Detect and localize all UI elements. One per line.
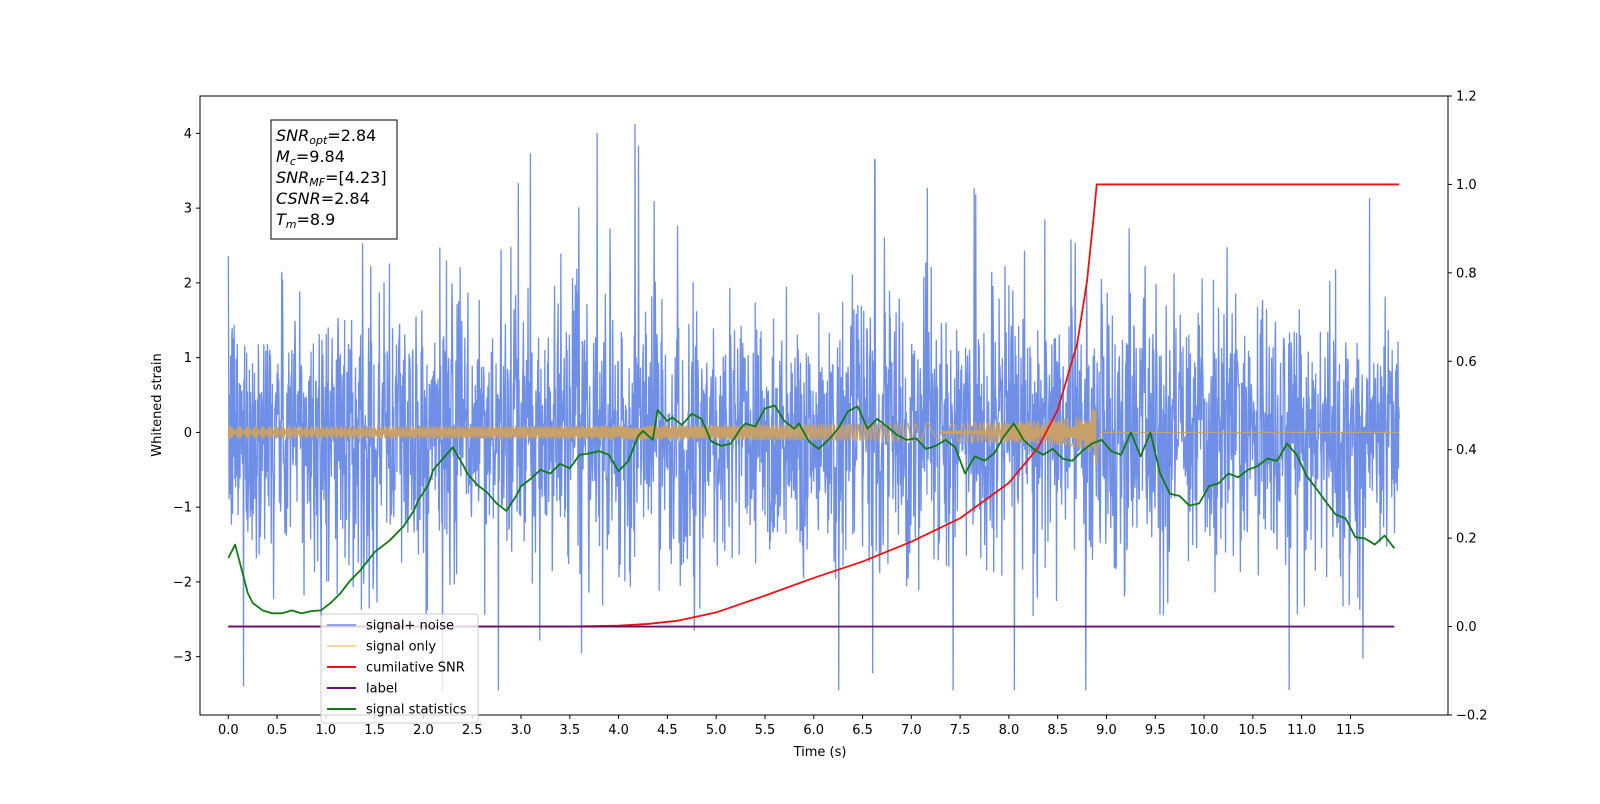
- y-left-tick-label: −3: [173, 650, 192, 665]
- y-left-tick-label: 0: [184, 426, 192, 441]
- y-left-tick-label: −1: [173, 501, 192, 516]
- annotation-line: CSNR=2.84: [276, 189, 370, 208]
- y-right-tick-label: 0.6: [1456, 355, 1477, 370]
- x-axis-label: Time (s): [793, 745, 847, 760]
- y-axis-right: −0.2 0.0 0.2 0.4 0.6 0.8 1.0 1.2: [1448, 90, 1488, 724]
- x-tick-label: 3.5: [559, 723, 580, 738]
- series-cumilative-snr: [228, 183, 1400, 628]
- x-tick-label: 4.0: [608, 723, 629, 738]
- x-tick-label: 4.5: [657, 723, 678, 738]
- legend-label: label: [366, 682, 397, 697]
- plot-frame: [199, 95, 1449, 716]
- y-left-tick-label: 1: [184, 351, 192, 366]
- x-axis: 0.0 0.5 1.0 1.5 2.0 2.5 3.0 3.5 4.0 4.5 5.0 5.5 6.0 6…: [218, 715, 1365, 738]
- x-tick-label: 6.5: [852, 723, 873, 738]
- x-tick-label: 1.5: [364, 723, 385, 738]
- x-tick-label: 2.5: [462, 723, 483, 738]
- legend-label: signal only: [366, 640, 436, 655]
- y-axis-left: −3 −2 −1 0 1 2 3 4: [173, 127, 200, 665]
- legend: signal+ noise signal only cumilative SNR la…: [320, 613, 479, 724]
- x-tick-label: 3.0: [511, 723, 532, 738]
- x-tick-label: 2.0: [413, 723, 434, 738]
- annotation-line: SNRopt=2.84: [276, 126, 376, 147]
- legend-label: cumilative SNR: [366, 661, 465, 676]
- y-right-tick-label: 0.8: [1456, 266, 1477, 281]
- annotation-line: Mc=9.84: [276, 147, 345, 168]
- y-left-tick-label: 3: [184, 202, 192, 217]
- legend-label: signal statistics: [366, 703, 467, 718]
- x-tick-label: 10.0: [1190, 723, 1219, 738]
- x-tick-label: 5.0: [706, 723, 727, 738]
- y-right-tick-label: −0.2: [1456, 709, 1488, 724]
- y-left-tick-label: 2: [184, 276, 192, 291]
- annotation-line: SNRMF=[4.23]: [276, 168, 387, 189]
- y-right-tick-label: 0.4: [1456, 443, 1477, 458]
- legend-label: signal+ noise: [366, 619, 454, 634]
- y-right-tick-label: 0.0: [1456, 620, 1477, 635]
- series-signal-noise: [227, 123, 1400, 691]
- series-layer: [227, 123, 1400, 691]
- x-tick-label: 7.0: [901, 723, 922, 738]
- x-tick-label: 8.0: [999, 723, 1020, 738]
- y-axis-label: Whitened strain: [150, 353, 165, 456]
- x-tick-label: 11.5: [1336, 723, 1365, 738]
- x-tick-label: 6.0: [803, 723, 824, 738]
- y-left-tick-label: −2: [173, 575, 192, 590]
- y-left-tick-label: 4: [184, 127, 192, 142]
- x-tick-label: 8.5: [1047, 723, 1068, 738]
- x-tick-label: 0.5: [267, 723, 288, 738]
- x-tick-label: 5.5: [755, 723, 776, 738]
- x-tick-label: 1.0: [316, 723, 337, 738]
- series-signal-statistics: [227, 404, 1396, 615]
- x-tick-label: 9.0: [1096, 723, 1117, 738]
- y-right-tick-label: 1.2: [1456, 90, 1477, 105]
- y-right-tick-label: 0.2: [1456, 532, 1477, 547]
- series-signal-only: [227, 408, 1400, 466]
- x-tick-label: 0.0: [218, 723, 239, 738]
- x-tick-label: 10.5: [1238, 723, 1267, 738]
- x-tick-label: 7.5: [950, 723, 971, 738]
- x-tick-label: 9.5: [1145, 723, 1166, 738]
- y-right-tick-label: 1.0: [1456, 178, 1477, 193]
- annotation-line: Tm=8.9: [276, 210, 335, 231]
- x-tick-label: 11.0: [1287, 723, 1316, 738]
